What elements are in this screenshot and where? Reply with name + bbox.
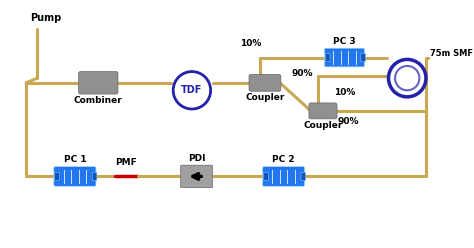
FancyBboxPatch shape [55, 172, 59, 181]
FancyBboxPatch shape [264, 172, 268, 181]
Text: TDF: TDF [181, 85, 202, 95]
FancyBboxPatch shape [54, 167, 96, 186]
FancyBboxPatch shape [92, 172, 97, 181]
Text: Pump: Pump [30, 13, 61, 23]
FancyBboxPatch shape [309, 103, 337, 119]
FancyBboxPatch shape [301, 172, 306, 181]
FancyBboxPatch shape [79, 72, 118, 94]
Text: PC 2: PC 2 [273, 155, 295, 164]
Text: Coupler: Coupler [303, 121, 343, 130]
Text: Coupler: Coupler [245, 93, 284, 102]
FancyBboxPatch shape [263, 167, 305, 186]
Text: PC 1: PC 1 [64, 155, 86, 164]
Text: PMF: PMF [116, 158, 137, 167]
Text: 90%: 90% [337, 117, 358, 125]
FancyBboxPatch shape [181, 165, 212, 188]
Text: 10%: 10% [240, 39, 262, 48]
Text: Combiner: Combiner [74, 96, 123, 105]
Text: PC 3: PC 3 [333, 37, 356, 46]
Text: 10%: 10% [334, 88, 356, 97]
FancyBboxPatch shape [324, 48, 365, 67]
Text: PDI: PDI [188, 154, 205, 163]
FancyBboxPatch shape [325, 53, 330, 62]
FancyBboxPatch shape [249, 74, 281, 91]
Text: 90%: 90% [291, 69, 313, 78]
FancyBboxPatch shape [361, 53, 365, 62]
Text: 75m SMF: 75m SMF [430, 49, 473, 58]
